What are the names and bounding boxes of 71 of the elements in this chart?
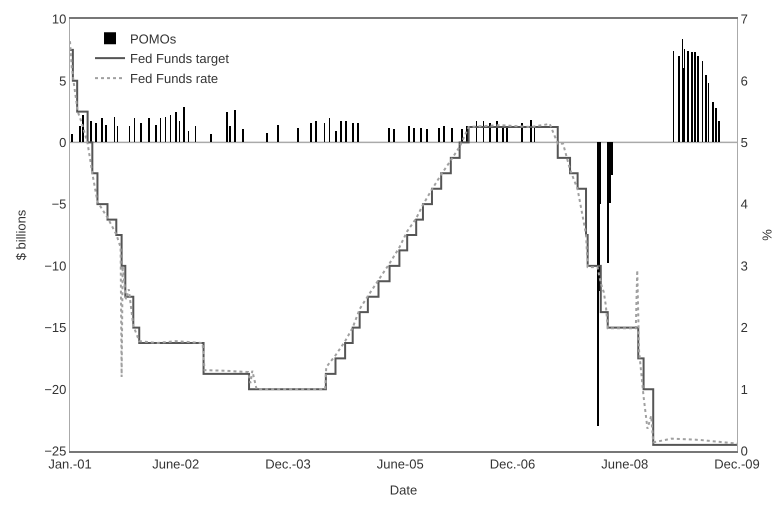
bar — [705, 75, 707, 142]
bar — [694, 52, 696, 142]
y2-tick-label: 4 — [740, 196, 748, 212]
x-axis-title: Date — [390, 482, 418, 498]
legend-label: POMOs — [130, 31, 177, 46]
y-axis-title: $ billions — [13, 209, 28, 260]
x-tick-label: Dec.-06 — [490, 456, 536, 472]
bar — [357, 123, 359, 142]
bar — [226, 112, 228, 142]
bar — [234, 110, 236, 142]
bar — [148, 118, 150, 142]
y-tick-label: 0 — [59, 134, 66, 150]
x-tick-label: June-02 — [152, 456, 200, 472]
bar — [438, 128, 440, 142]
bar — [712, 102, 714, 142]
bar — [315, 121, 317, 142]
y2-tick-label: 0 — [740, 444, 748, 459]
bar — [310, 123, 312, 142]
bar — [155, 125, 157, 142]
bar — [697, 56, 699, 142]
y2-tick-label: 2 — [740, 320, 748, 336]
bar — [352, 123, 354, 142]
bar — [413, 128, 415, 142]
bar — [242, 129, 244, 142]
bar — [340, 121, 342, 142]
bar — [95, 123, 97, 142]
legend-label: Fed Funds rate — [130, 71, 218, 86]
y-tick-label: 5 — [59, 73, 66, 88]
y2-tick-label: 1 — [740, 382, 748, 397]
y-tick-label: −20 — [44, 382, 66, 397]
bar — [210, 134, 212, 142]
bar — [678, 56, 680, 142]
bar — [71, 134, 73, 142]
bar — [443, 126, 445, 142]
x-tick-label: June-05 — [376, 456, 424, 472]
y2-tick-label: 5 — [740, 134, 748, 150]
bar — [266, 133, 268, 142]
bar — [426, 129, 428, 142]
x-tick-label: Dec.-09 — [714, 456, 760, 472]
bar — [393, 129, 395, 142]
y-tick-label: −10 — [44, 258, 66, 274]
y-tick-label: −5 — [52, 196, 66, 212]
bar — [687, 51, 689, 142]
bar — [420, 128, 422, 142]
y2-tick-label: 7 — [740, 12, 748, 27]
bar — [183, 107, 185, 142]
bar — [90, 121, 92, 142]
y-tick-label: 10 — [52, 12, 66, 27]
y2-tick-label: 6 — [740, 73, 748, 88]
y2-tick-label: 3 — [740, 258, 748, 274]
bar — [101, 118, 103, 142]
bar — [105, 125, 107, 142]
x-tick-label: Dec.-03 — [265, 456, 311, 472]
x-tick-label: Jan.-01 — [48, 456, 92, 472]
bar — [175, 112, 177, 142]
bar — [451, 128, 453, 142]
bar — [408, 126, 410, 142]
bar — [388, 128, 390, 142]
bar — [345, 121, 347, 142]
bar — [691, 52, 693, 142]
bar — [607, 142, 609, 263]
bar — [530, 120, 532, 142]
y-tick-label: −25 — [44, 444, 66, 459]
bar — [277, 125, 279, 142]
legend-label: Fed Funds target — [130, 51, 230, 66]
bar — [335, 131, 337, 142]
x-tick-label: June-08 — [601, 456, 648, 472]
bar — [140, 123, 142, 142]
y2-axis-title: % — [759, 228, 774, 241]
bar — [297, 128, 299, 142]
y-tick-label: −15 — [44, 320, 66, 336]
